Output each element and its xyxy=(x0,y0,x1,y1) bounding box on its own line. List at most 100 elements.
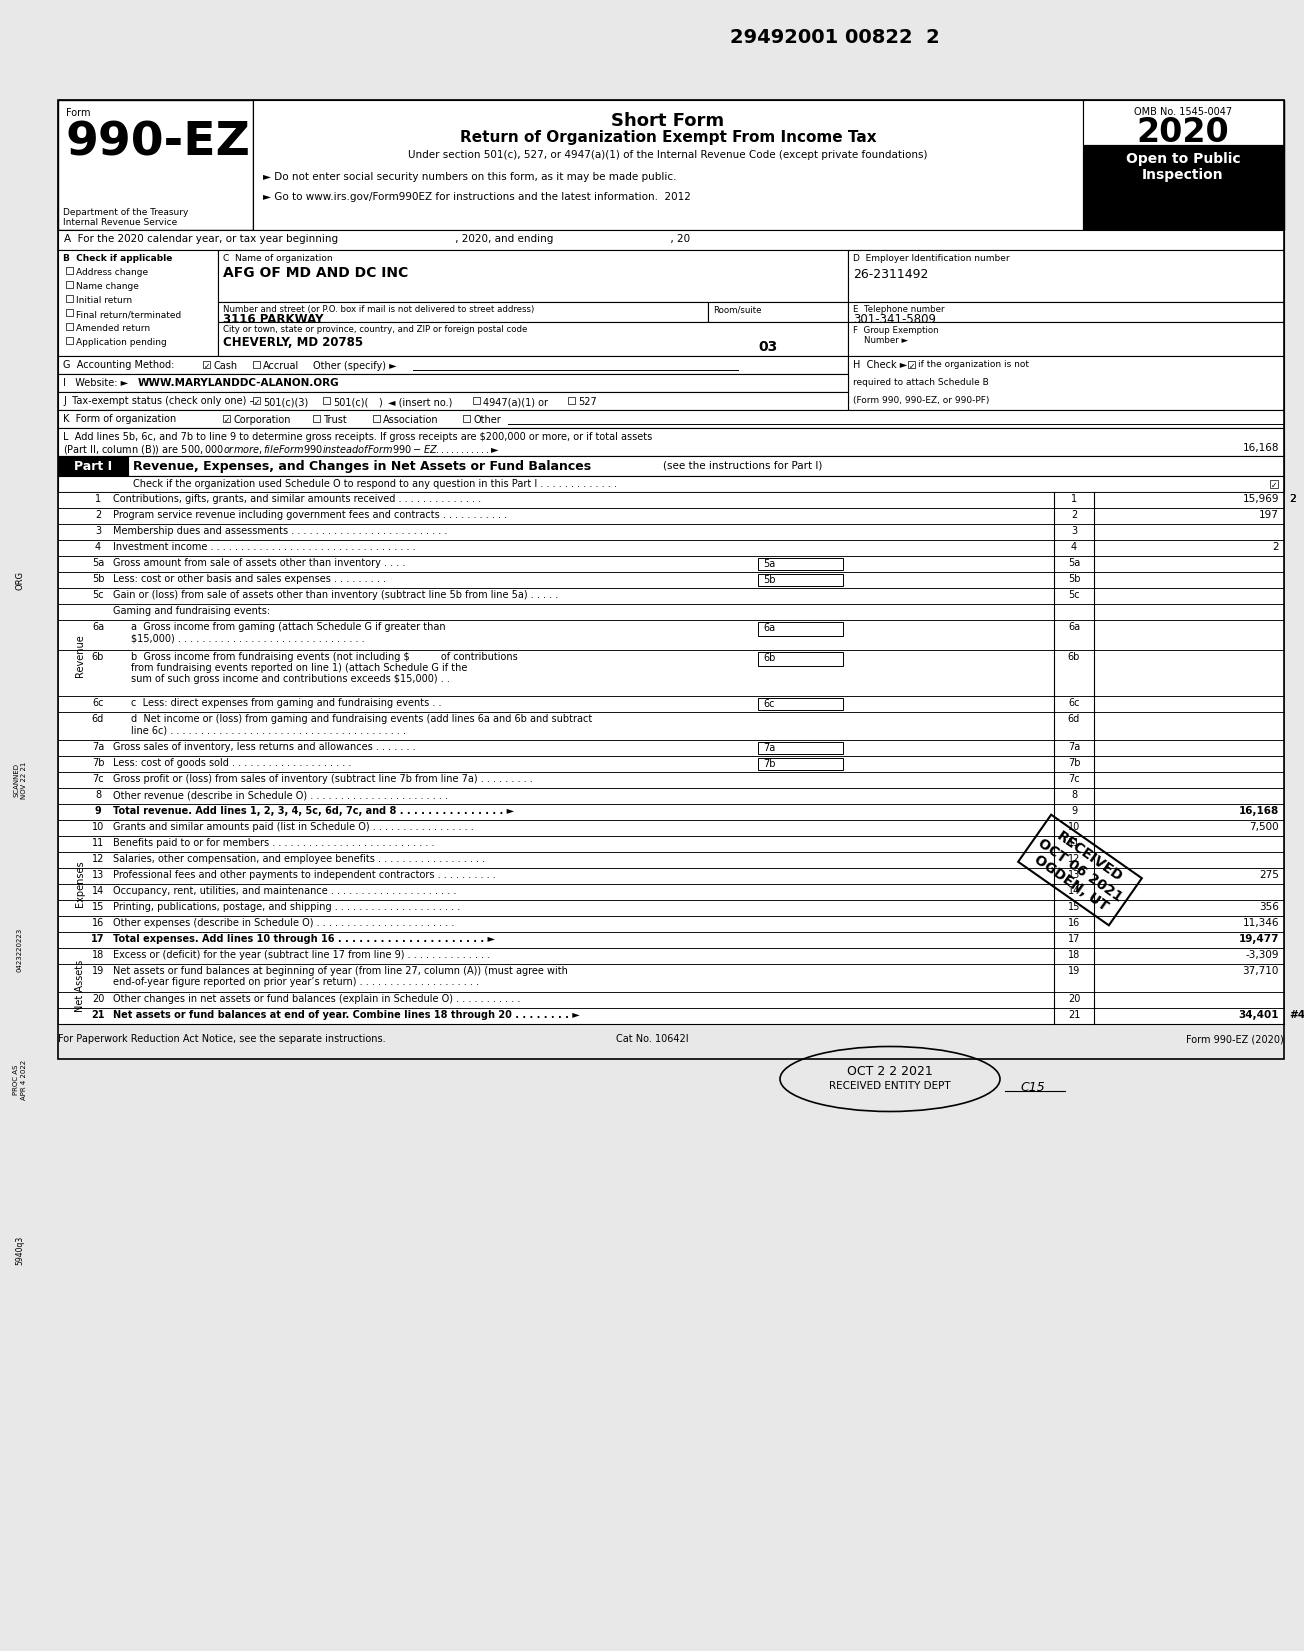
Bar xyxy=(57,804,1284,821)
Bar xyxy=(57,604,1284,621)
Bar xyxy=(57,650,1284,697)
Bar xyxy=(708,302,848,322)
Text: Initial return: Initial return xyxy=(76,296,132,305)
Bar xyxy=(57,556,1284,571)
Text: 6b: 6b xyxy=(91,652,104,662)
Bar xyxy=(57,357,848,375)
Text: 6d: 6d xyxy=(91,713,104,725)
Text: 7b: 7b xyxy=(1068,758,1080,768)
Text: 18: 18 xyxy=(1068,949,1080,959)
Bar xyxy=(218,249,848,302)
Bar xyxy=(473,396,480,404)
Text: Check if the organization used Schedule O to respond to any question in this Par: Check if the organization used Schedule … xyxy=(133,479,617,489)
Text: 501(c)(: 501(c)( xyxy=(333,396,368,408)
Text: F  Group Exemption
    Number ►: F Group Exemption Number ► xyxy=(853,325,939,345)
Text: Gross sales of inventory, less returns and allowances . . . . . . .: Gross sales of inventory, less returns a… xyxy=(113,741,416,751)
Text: Address change: Address change xyxy=(76,267,149,277)
Bar xyxy=(758,575,842,586)
Text: 17: 17 xyxy=(1068,934,1080,944)
Text: B  Check if applicable: B Check if applicable xyxy=(63,254,172,263)
Text: Other revenue (describe in Schedule O) . . . . . . . . . . . . . . . . . . . . .: Other revenue (describe in Schedule O) .… xyxy=(113,789,449,801)
Text: I   Website: ►: I Website: ► xyxy=(63,378,128,388)
Bar xyxy=(57,492,1284,509)
Bar xyxy=(57,428,1284,456)
Text: 5b: 5b xyxy=(91,575,104,584)
Text: Grants and similar amounts paid (list in Schedule O) . . . . . . . . . . . . . .: Grants and similar amounts paid (list in… xyxy=(113,822,473,832)
Text: 6b: 6b xyxy=(1068,652,1080,662)
Text: AFG OF MD AND DC INC: AFG OF MD AND DC INC xyxy=(223,266,408,281)
Text: K  Form of organization: K Form of organization xyxy=(63,414,176,424)
Text: 5a: 5a xyxy=(763,560,776,570)
Text: ✓: ✓ xyxy=(1270,480,1277,489)
Text: $15,000) . . . . . . . . . . . . . . . . . . . . . . . . . . . . . . .: $15,000) . . . . . . . . . . . . . . . .… xyxy=(130,632,365,642)
Text: 19: 19 xyxy=(91,966,104,976)
Text: Gross amount from sale of assets other than inventory . . . .: Gross amount from sale of assets other t… xyxy=(113,558,406,568)
Text: Corporation: Corporation xyxy=(233,414,291,424)
Text: Investment income . . . . . . . . . . . . . . . . . . . . . . . . . . . . . . . : Investment income . . . . . . . . . . . … xyxy=(113,542,416,551)
Text: 6c: 6c xyxy=(763,698,775,708)
Text: 21: 21 xyxy=(1068,1010,1080,1020)
Text: 19,477: 19,477 xyxy=(1239,934,1279,944)
Text: 14: 14 xyxy=(91,887,104,896)
Text: Trust: Trust xyxy=(323,414,347,424)
Text: 2: 2 xyxy=(1273,542,1279,551)
Text: 10: 10 xyxy=(1068,822,1080,832)
Text: CHEVERLY, MD 20785: CHEVERLY, MD 20785 xyxy=(223,337,363,348)
Text: 21: 21 xyxy=(91,1010,104,1020)
Bar xyxy=(57,788,1284,804)
Text: 26-2311492: 26-2311492 xyxy=(853,267,928,281)
Text: 4: 4 xyxy=(1071,542,1077,551)
Text: For Paperwork Reduction Act Notice, see the separate instructions.: For Paperwork Reduction Act Notice, see … xyxy=(57,1034,386,1043)
Text: Total expenses. Add lines 10 through 16 . . . . . . . . . . . . . . . . . . . . : Total expenses. Add lines 10 through 16 … xyxy=(113,934,496,944)
Text: 20: 20 xyxy=(1068,994,1080,1004)
Text: 301-341-5809: 301-341-5809 xyxy=(853,314,936,325)
Text: 3: 3 xyxy=(95,527,102,537)
Text: a  Gross income from gaming (attach Schedule G if greater than: a Gross income from gaming (attach Sched… xyxy=(130,622,446,632)
Text: (Form 990, 990-EZ, or 990-PF): (Form 990, 990-EZ, or 990-PF) xyxy=(853,396,990,404)
Text: 6a: 6a xyxy=(763,622,775,632)
Text: 197: 197 xyxy=(1260,510,1279,520)
Text: Net assets or fund balances at end of year. Combine lines 18 through 20 . . . . : Net assets or fund balances at end of ye… xyxy=(113,1010,580,1020)
Text: G  Accounting Method:: G Accounting Method: xyxy=(63,360,175,370)
Bar xyxy=(57,456,128,475)
Bar xyxy=(57,852,1284,868)
Bar xyxy=(57,375,848,391)
Text: 13: 13 xyxy=(91,870,104,880)
Text: Other (specify) ►: Other (specify) ► xyxy=(313,362,396,371)
Text: #44: #44 xyxy=(1288,1010,1304,1020)
Text: Cat No. 10642I: Cat No. 10642I xyxy=(615,1034,689,1043)
Text: 16,168: 16,168 xyxy=(1239,806,1279,816)
Text: 5c: 5c xyxy=(1068,589,1080,599)
Bar xyxy=(67,281,73,287)
Text: 16,168: 16,168 xyxy=(1243,442,1279,452)
Text: ORG: ORG xyxy=(16,571,25,589)
Bar xyxy=(57,712,1284,740)
Bar xyxy=(57,571,1284,588)
Bar xyxy=(848,249,1284,302)
Text: 7b: 7b xyxy=(91,758,104,768)
Bar xyxy=(1084,101,1284,145)
Text: 2: 2 xyxy=(1288,494,1296,504)
Text: 3116 PARKWAY: 3116 PARKWAY xyxy=(223,314,323,325)
Text: RECEIVED ENTITY DEPT: RECEIVED ENTITY DEPT xyxy=(829,1081,951,1091)
Text: OMB No. 1545-0047: OMB No. 1545-0047 xyxy=(1134,107,1232,117)
Text: 5b: 5b xyxy=(763,575,776,584)
Text: 7c: 7c xyxy=(1068,774,1080,784)
Text: 501(c)(3): 501(c)(3) xyxy=(263,396,308,408)
Bar xyxy=(253,396,259,404)
Text: 12: 12 xyxy=(1068,854,1080,863)
Bar xyxy=(57,697,1284,712)
Bar xyxy=(57,409,1284,428)
Bar xyxy=(57,868,1284,883)
Text: end-of-year figure reported on prior year’s return) . . . . . . . . . . . . . . : end-of-year figure reported on prior yea… xyxy=(113,977,479,987)
Text: 6a: 6a xyxy=(93,622,104,632)
Text: Gain or (loss) from sale of assets other than inventory (subtract line 5b from l: Gain or (loss) from sale of assets other… xyxy=(113,589,558,599)
Text: Excess or (deficit) for the year (subtract line 17 from line 9) . . . . . . . . : Excess or (deficit) for the year (subtra… xyxy=(113,949,490,959)
Bar xyxy=(203,362,210,368)
Bar xyxy=(323,396,330,404)
Text: RECEIVED
OCT 06 2021
OGDEN, UT: RECEIVED OCT 06 2021 OGDEN, UT xyxy=(1026,822,1134,918)
Text: 14: 14 xyxy=(1068,887,1080,896)
Text: OCT 2 2 2021: OCT 2 2 2021 xyxy=(848,1065,932,1078)
Bar xyxy=(57,249,218,357)
Text: Room/suite: Room/suite xyxy=(713,305,762,314)
